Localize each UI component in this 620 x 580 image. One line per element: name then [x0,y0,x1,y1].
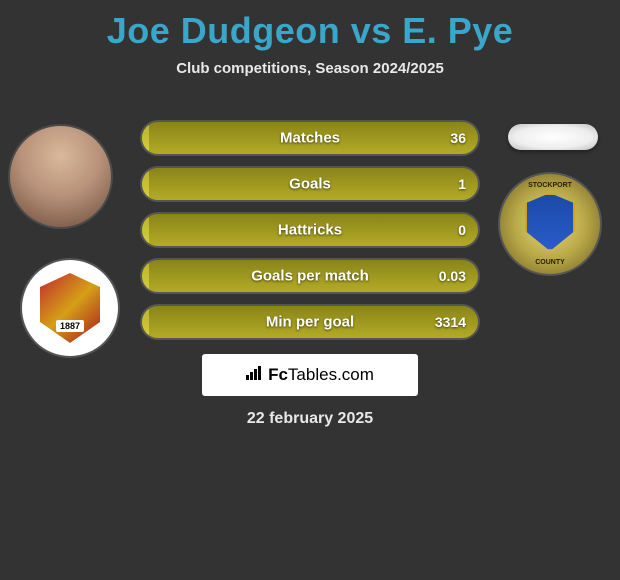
stat-bars: Matches 36 Goals 1 Hattricks 0 Goals per match… [140,120,480,350]
stat-bar: Hattricks 0 [140,212,480,248]
stat-value-right: 0.03 [439,268,466,284]
stat-label: Min per goal [266,314,354,331]
stat-label: Matches [280,130,340,147]
player-avatar-right [508,124,598,150]
fctables-logo[interactable]: FcTables.com [202,354,418,396]
crest-shield-icon [525,193,575,251]
stat-label: Hattricks [278,222,342,239]
stat-bar: Min per goal 3314 [140,304,480,340]
stat-label: Goals per match [251,268,369,285]
crest-shield-icon [40,273,100,343]
date-label: 22 february 2025 [247,410,373,428]
stat-bar-fill [142,306,149,338]
page-title: Joe Dudgeon vs E. Pye [0,0,620,52]
stat-bar: Matches 36 [140,120,480,156]
stat-label: Goals [289,176,331,193]
stat-bar-fill [142,214,149,246]
stat-bar: Goals per match 0.03 [140,258,480,294]
stat-value-right: 3314 [435,314,466,330]
crest-bottom-text: COUNTY [500,259,600,266]
subtitle: Club competitions, Season 2024/2025 [0,60,620,77]
stat-bar-fill [142,260,149,292]
crest-top-text: STOCKPORT [500,182,600,189]
stat-value-right: 36 [450,130,466,146]
chart-icon [246,366,264,385]
club-crest-left: 1887 [20,258,120,358]
club-crest-right: STOCKPORT COUNTY [498,172,602,276]
logo-text: FcTables.com [268,365,374,385]
stat-value-right: 0 [458,222,466,238]
crest-year: 1887 [56,320,84,332]
stat-bar-fill [142,168,149,200]
stat-bar: Goals 1 [140,166,480,202]
stat-value-right: 1 [458,176,466,192]
player-avatar-left [8,124,113,229]
stat-bar-fill [142,122,149,154]
